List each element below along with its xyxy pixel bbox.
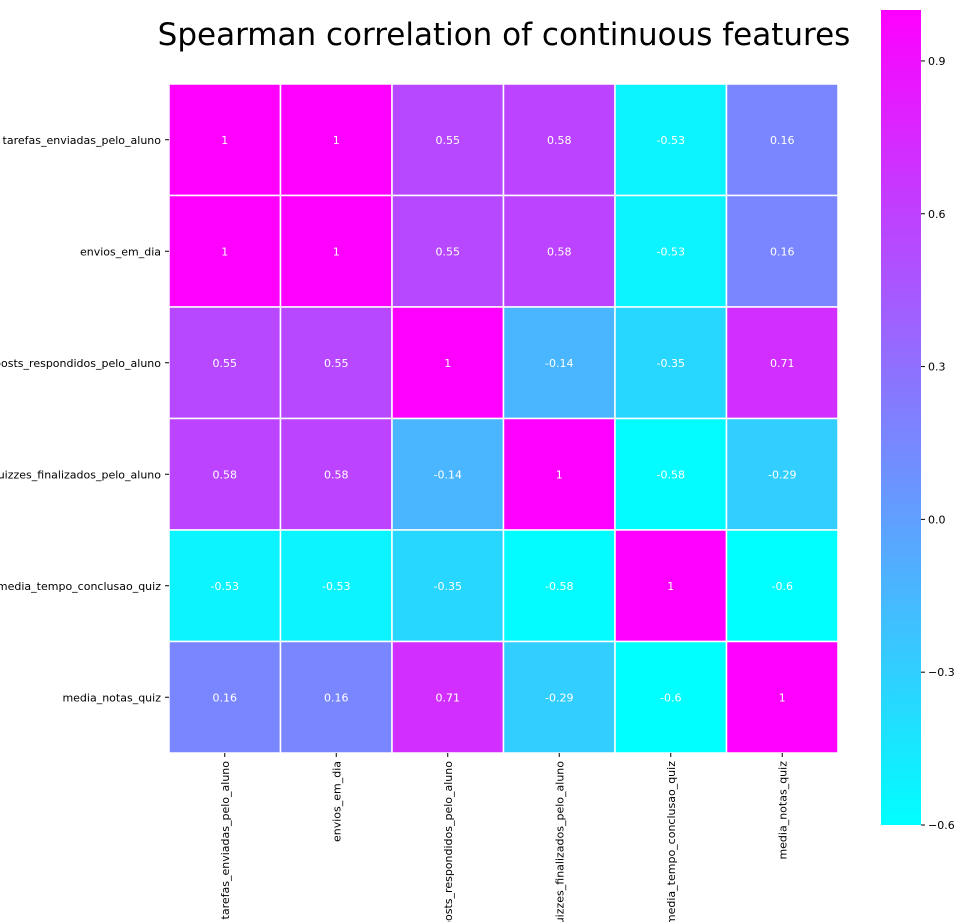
x-axis-tick-label: posts_respondidos_pelo_aluno [442,761,455,922]
cell-value-label-r4-c0: -0.53 [211,580,239,593]
cell-value-label-r2-c1: 0.55 [324,357,349,370]
heatmap-cell-r4-c4 [614,529,728,643]
colorbar-tick-label: 0.3 [928,361,946,374]
colorbar-tick-label: −0.3 [928,666,955,679]
cell-value-label-r5-c3: -0.29 [545,691,573,704]
cell-value-label-r0-c0: 1 [221,134,228,147]
heatmap-cell-r4-c2 [391,529,505,643]
cell-value-label-r4-c3: -0.58 [545,580,573,593]
cell-value-label-r3-c0: 0.58 [213,468,238,481]
heatmap-cell-r1-c3 [502,194,616,308]
heatmap-cell-r3-c5 [725,417,839,531]
chart-title: Spearman correlation of continuous featu… [158,17,851,53]
heatmap-cell-labels: 1 1 0.55 0.58 -0.53 0.16 1 1 0.55 0.58 -0.53 0.16 0.… [211,134,797,705]
heatmap-cell-r4-c0 [168,529,282,643]
colorbar-tick-label: 0.6 [928,208,946,221]
heatmap-cell-r0-c1 [279,83,393,197]
heatmap-cell-r5-c5 [725,640,839,754]
heatmap-cells [168,83,839,754]
heatmap-cell-r2-c0 [168,306,282,420]
heatmap-cell-r4-c5 [725,529,839,643]
heatmap-cell-r5-c0 [168,640,282,754]
y-axis-tick-label: tarefas_enviadas_pelo_aluno [3,134,162,147]
x-axis-tick-label: media_notas_quiz [776,761,789,860]
colorbar-gradient [881,10,921,825]
y-axis-tick-labels: tarefas_enviadas_pelo_aluno envios_em_dia… [0,134,169,704]
cell-value-label-r2-c5: 0.71 [770,357,795,370]
colorbar-tick-label: −0.6 [928,819,955,832]
heatmap-cell-r0-c0 [168,83,282,197]
heatmap-cell-r2-c3 [502,306,616,420]
heatmap-cell-r3-c3 [502,417,616,531]
heatmap-cell-r3-c4 [614,417,728,531]
y-axis-tick-label: envios_em_dia [80,245,161,258]
cell-value-label-r1-c5: 0.16 [770,245,795,258]
x-axis-tick-label: quizzes_finalizados_pelo_aluno [553,761,566,922]
cell-value-label-r1-c1: 1 [333,245,340,258]
cell-value-label-r3-c2: -0.14 [434,468,462,481]
cell-value-label-r5-c1: 0.16 [324,691,349,704]
x-axis-tick-label: tarefas_enviadas_pelo_aluno [219,761,232,920]
cell-value-label-r3-c1: 0.58 [324,468,349,481]
cell-value-label-r1-c0: 1 [221,245,228,258]
heatmap-cell-r0-c2 [391,83,505,197]
cell-value-label-r3-c3: 1 [556,468,563,481]
cell-value-label-r4-c2: -0.35 [434,580,462,593]
cell-value-label-r0-c1: 1 [333,134,340,147]
cell-value-label-r0-c5: 0.16 [770,134,795,147]
cell-value-label-r0-c3: 0.58 [547,134,572,147]
heatmap-cell-r1-c5 [725,194,839,308]
cell-value-label-r2-c3: -0.14 [545,357,573,370]
cell-value-label-r2-c0: 0.55 [213,357,238,370]
x-axis-tick-label: media_tempo_conclusao_quiz [665,761,678,922]
cell-value-label-r4-c1: -0.53 [322,580,350,593]
cell-value-label-r0-c4: -0.53 [657,134,685,147]
cell-value-label-r4-c4: 1 [667,580,674,593]
x-axis-tick-labels: tarefas_enviadas_pelo_aluno envios_em_dia… [219,753,789,922]
heatmap-cell-r1-c1 [279,194,393,308]
cell-value-label-r0-c2: 0.55 [436,134,461,147]
cell-value-label-r5-c5: 1 [779,691,786,704]
cell-value-label-r1-c2: 0.55 [436,245,461,258]
cell-value-label-r5-c0: 0.16 [213,691,238,704]
cell-value-label-r3-c5: -0.29 [768,468,796,481]
cell-value-label-r4-c5: -0.6 [772,580,793,593]
heatmap-cell-r0-c5 [725,83,839,197]
cell-value-label-r2-c2: 1 [444,357,451,370]
heatmap-cell-r5-c4 [614,640,728,754]
heatmap-cell-r2-c4 [614,306,728,420]
heatmap-cell-r2-c5 [725,306,839,420]
y-axis-tick-label: quizzes_finalizados_pelo_aluno [0,468,161,481]
cell-value-label-r5-c4: -0.6 [660,691,681,704]
heatmap-cell-r0-c3 [502,83,616,197]
cell-value-label-r2-c4: -0.35 [657,357,685,370]
colorbar-tick-label: 0.0 [928,513,946,526]
colorbar: 0.9 0.6 0.3 0.0 −0.3 −0.6 [881,10,955,832]
heatmap-cell-r3-c1 [279,417,393,531]
cell-value-label-r1-c3: 0.58 [547,245,572,258]
x-axis-tick-label: envios_em_dia [330,761,343,842]
y-axis-tick-label: media_tempo_conclusao_quiz [0,580,161,593]
heatmap-cell-r3-c0 [168,417,282,531]
cell-value-label-r5-c2: 0.71 [436,691,461,704]
y-axis-tick-label: posts_respondidos_pelo_aluno [0,357,161,370]
cell-value-label-r1-c4: -0.53 [657,245,685,258]
heatmap-cell-r2-c1 [279,306,393,420]
cell-value-label-r3-c4: -0.58 [657,468,685,481]
colorbar-tick-label: 0.9 [928,55,946,68]
y-axis-tick-label: media_notas_quiz [62,691,161,704]
heatmap-cell-r0-c4 [614,83,728,197]
heatmap-cell-r4-c3 [502,529,616,643]
heatmap-cell-r3-c2 [391,417,505,531]
